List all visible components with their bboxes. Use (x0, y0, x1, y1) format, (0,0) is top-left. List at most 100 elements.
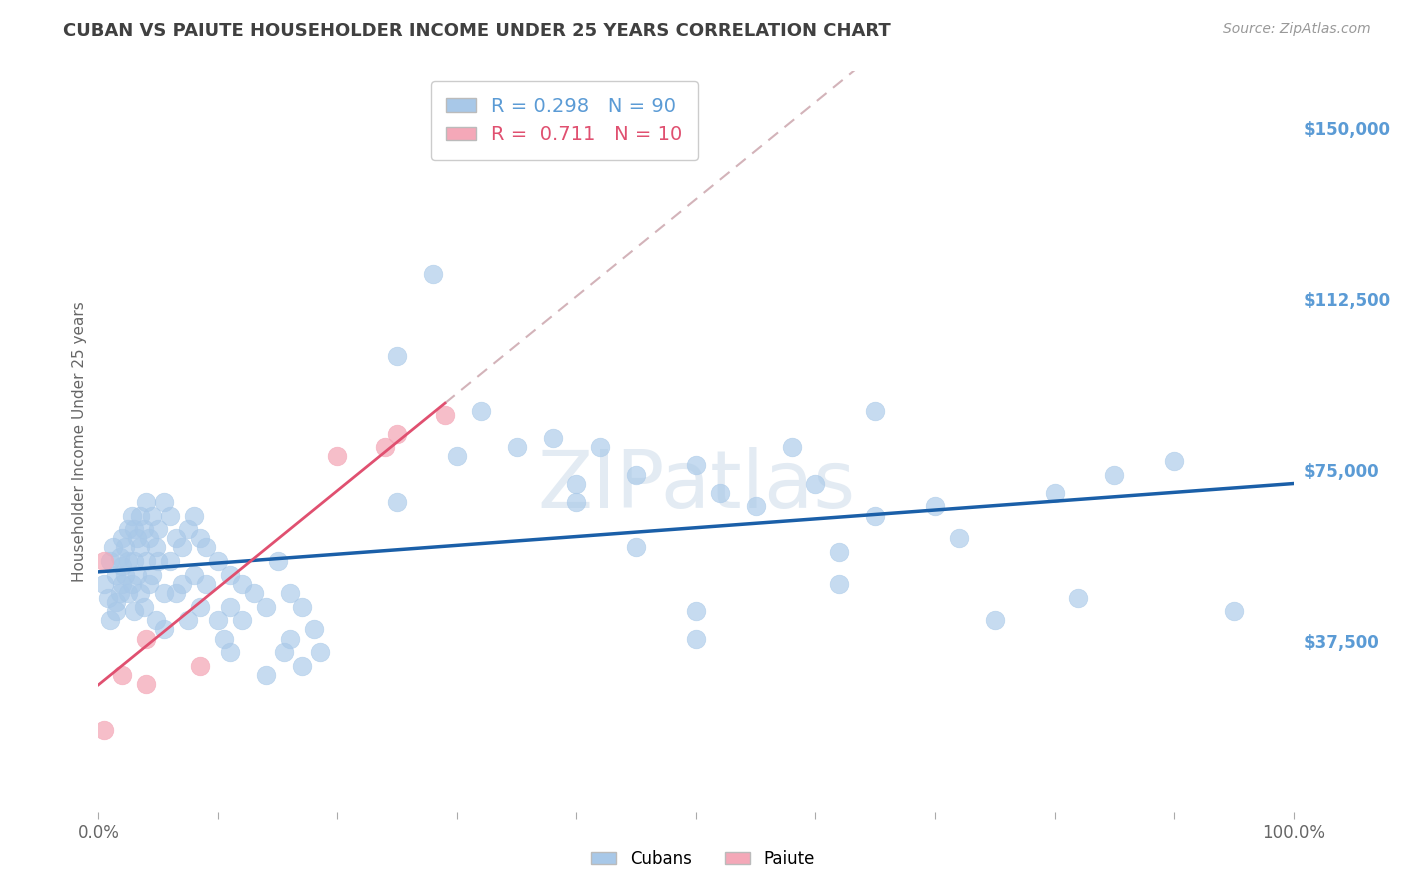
Point (745, 500, 768, 514)
Point (145, 613, 167, 627)
Point (165, 532, 187, 546)
Point (135, 677, 157, 691)
Point (93, 723, 115, 737)
Point (188, 532, 211, 546)
Point (326, 450, 349, 464)
Point (865, 404, 887, 418)
Point (278, 632, 301, 646)
Point (984, 613, 1007, 627)
Point (132, 522, 155, 536)
Point (780, 440, 803, 454)
Point (865, 508, 887, 523)
Point (434, 409, 457, 423)
Point (291, 659, 314, 673)
Point (219, 599, 242, 614)
Point (105, 567, 128, 582)
Legend: Cubans, Paiute: Cubans, Paiute (585, 844, 821, 875)
Point (565, 476, 588, 491)
Point (141, 567, 163, 582)
Y-axis label: Householder Income Under 25 years: Householder Income Under 25 years (72, 301, 87, 582)
Point (219, 567, 242, 582)
Point (124, 522, 146, 536)
Point (101, 541, 124, 555)
Point (1223, 604, 1246, 618)
Point (117, 554, 139, 568)
Point (153, 495, 176, 509)
Point (278, 586, 301, 600)
Point (108, 549, 131, 564)
Point (148, 554, 170, 568)
Text: Source: ZipAtlas.com: Source: ZipAtlas.com (1223, 22, 1371, 37)
Point (135, 554, 157, 568)
Point (219, 645, 242, 659)
Point (1104, 467, 1126, 482)
Point (114, 541, 136, 555)
Point (159, 554, 181, 568)
Point (374, 440, 396, 454)
Point (188, 599, 211, 614)
Point (183, 508, 205, 523)
Point (145, 541, 167, 555)
Point (183, 567, 205, 582)
Point (172, 577, 194, 591)
Point (93, 577, 115, 591)
Point (125, 567, 148, 582)
Text: CUBAN VS PAIUTE HOUSEHOLDER INCOME UNDER 25 YEARS CORRELATION CHART: CUBAN VS PAIUTE HOUSEHOLDER INCOME UNDER… (63, 22, 891, 40)
Point (111, 577, 134, 591)
Point (111, 668, 134, 682)
Point (308, 645, 330, 659)
Point (124, 604, 146, 618)
Point (132, 599, 155, 614)
Point (626, 467, 648, 482)
Point (148, 522, 170, 536)
Point (291, 599, 314, 614)
Point (105, 595, 128, 609)
Point (685, 458, 707, 473)
Point (121, 508, 143, 523)
Point (141, 508, 163, 523)
Point (97, 591, 120, 605)
Point (541, 431, 564, 445)
Point (135, 495, 157, 509)
Point (135, 632, 157, 646)
Point (98, 613, 122, 627)
Point (385, 349, 409, 363)
Point (207, 613, 229, 627)
Point (212, 632, 235, 646)
Point (446, 450, 468, 464)
Point (685, 604, 707, 618)
Legend: R = 0.298   N = 90, R =  0.711   N = 10: R = 0.298 N = 90, R = 0.711 N = 10 (430, 81, 697, 160)
Point (589, 440, 612, 454)
Point (231, 577, 253, 591)
Point (422, 267, 444, 281)
Point (159, 508, 181, 523)
Point (98, 554, 122, 568)
Point (385, 495, 409, 509)
Point (1043, 485, 1066, 500)
Point (709, 485, 731, 500)
Point (685, 632, 707, 646)
Point (153, 623, 176, 637)
Point (828, 545, 851, 559)
Point (254, 668, 277, 682)
Point (153, 586, 176, 600)
Point (470, 404, 492, 418)
Point (243, 586, 266, 600)
Point (165, 586, 187, 600)
Point (117, 522, 139, 536)
Point (506, 440, 529, 454)
Point (177, 522, 200, 536)
Point (172, 541, 194, 555)
Point (195, 577, 218, 591)
Point (124, 554, 146, 568)
Point (117, 586, 139, 600)
Point (948, 532, 970, 546)
Point (924, 500, 946, 514)
Point (129, 508, 152, 523)
Point (125, 532, 148, 546)
Point (111, 558, 134, 573)
Point (138, 577, 160, 591)
Point (267, 554, 290, 568)
Point (93, 554, 115, 568)
Point (188, 659, 211, 673)
